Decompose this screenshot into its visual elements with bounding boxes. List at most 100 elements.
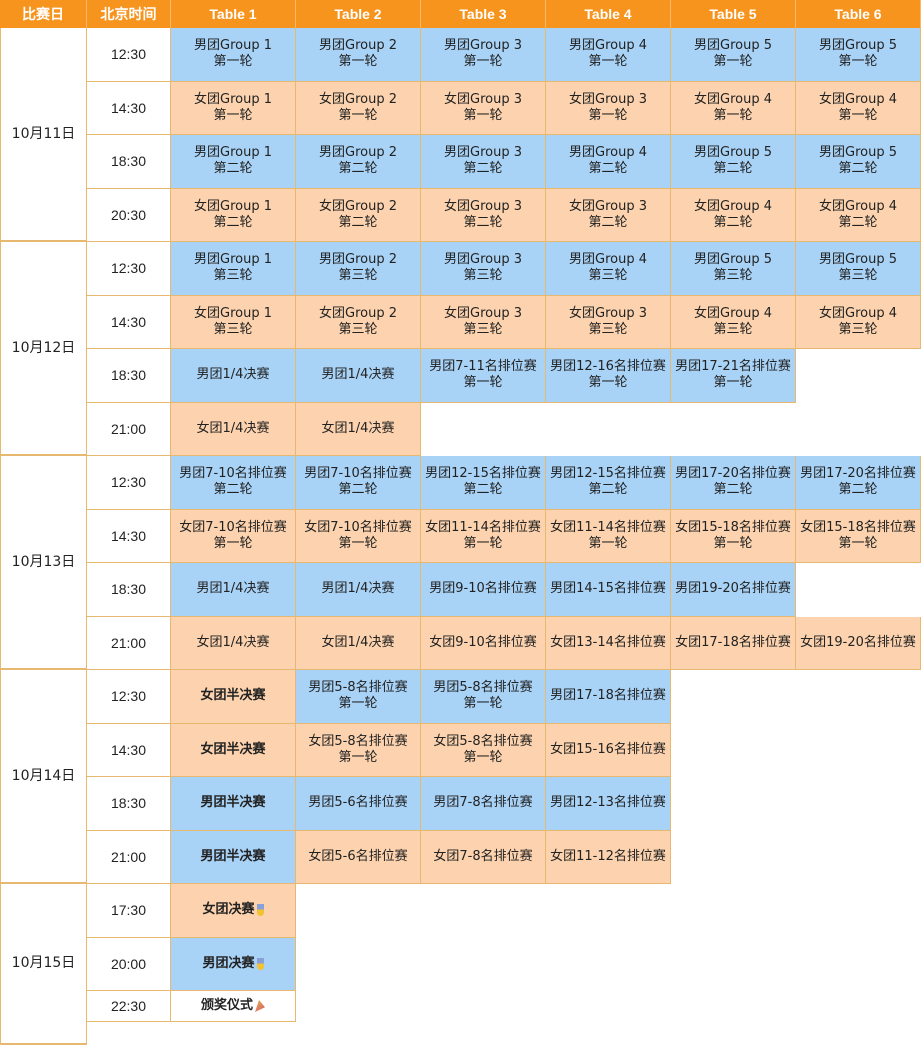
party-popper-icon [255, 1000, 265, 1012]
column-header: Table 3 [421, 0, 546, 28]
column-header: 北京时间 [87, 0, 171, 28]
empty-cell [546, 937, 671, 991]
match-cell: 女团Group 4 第三轮 [796, 295, 921, 349]
match-label: 男团Group 4 第一轮 [569, 38, 647, 70]
match-cell: 女团7-8名排位赛 [421, 830, 546, 884]
match-label: 男团1/4决赛 [321, 367, 395, 383]
match-label: 男团Group 2 第三轮 [319, 252, 397, 284]
match-cell: 女团1/4决赛 [171, 616, 296, 670]
match-cell: 女团Group 4 第二轮 [796, 188, 921, 242]
match-label: 男团决赛 [202, 955, 255, 971]
empty-cell [421, 402, 546, 456]
match-cell: 女团Group 3 第一轮 [421, 81, 546, 135]
match-label: 男团Group 5 第三轮 [819, 252, 897, 284]
empty-cell [796, 937, 921, 991]
match-label: 女团11-14名排位赛 第一轮 [550, 519, 666, 551]
match-cell: 女团半决赛 [171, 670, 296, 724]
match-cell: 男团12-15名排位赛 第二轮 [546, 456, 671, 510]
match-date: 10月15日 [0, 884, 87, 1045]
time-slot: 12:30 [87, 670, 171, 724]
time-slot: 12:30 [87, 456, 171, 510]
match-label: 女团Group 3 第三轮 [569, 305, 647, 337]
match-cell: 男团17-20名排位赛 第二轮 [671, 456, 796, 510]
match-cell: 男团5-8名排位赛 第一轮 [421, 670, 546, 724]
match-label: 女团Group 4 第一轮 [694, 91, 772, 123]
match-cell: 女团Group 3 第三轮 [421, 295, 546, 349]
match-label: 男团14-15名排位赛 [550, 581, 666, 597]
match-label: 男团Group 5 第二轮 [694, 145, 772, 177]
match-label: 男团Group 4 第二轮 [569, 145, 647, 177]
match-label: 女团Group 1 第二轮 [194, 198, 272, 230]
empty-cell [796, 563, 921, 617]
match-label: 男团7-11名排位赛 第一轮 [429, 359, 537, 391]
match-cell: 男团Group 5 第三轮 [671, 242, 796, 296]
match-cell: 女团Group 3 第二轮 [421, 188, 546, 242]
time-slot: 20:00 [87, 937, 171, 991]
match-label: 男团5-6名排位赛 [308, 795, 408, 811]
match-cell: 男团Group 5 第一轮 [671, 28, 796, 82]
time-slot: 14:30 [87, 723, 171, 777]
match-cell: 男团1/4决赛 [296, 349, 421, 403]
match-cell: 女团5-8名排位赛 第一轮 [421, 723, 546, 777]
match-cell: 男团1/4决赛 [296, 563, 421, 617]
match-cell: 男团Group 2 第三轮 [296, 242, 421, 296]
time-slot: 20:30 [87, 188, 171, 242]
match-label: 男团Group 3 第一轮 [444, 38, 522, 70]
match-cell: 颁奖仪式 [171, 991, 296, 1022]
match-cell: 女团半决赛 [171, 723, 296, 777]
match-label: 女团Group 3 第一轮 [569, 91, 647, 123]
match-cell: 女团13-14名排位赛 [546, 616, 671, 670]
match-label: 男团半决赛 [200, 795, 266, 811]
empty-cell [796, 830, 921, 884]
match-label: 女团Group 4 第二轮 [819, 198, 897, 230]
match-cell: 女团Group 3 第二轮 [546, 188, 671, 242]
match-cell: 女团1/4决赛 [296, 402, 421, 456]
match-label: 女团5-6名排位赛 [308, 848, 408, 864]
match-cell: 女团Group 2 第二轮 [296, 188, 421, 242]
match-cell: 男团12-13名排位赛 [546, 777, 671, 831]
match-cell: 女团Group 3 第一轮 [546, 81, 671, 135]
match-cell: 男团12-16名排位赛 第一轮 [546, 349, 671, 403]
match-cell: 女团Group 2 第一轮 [296, 81, 421, 135]
time-slot: 14:30 [87, 81, 171, 135]
match-label: 女团1/4决赛 [196, 634, 270, 650]
match-cell: 女团17-18名排位赛 [671, 616, 796, 670]
match-cell: 女团1/4决赛 [171, 402, 296, 456]
match-cell: 女团11-12名排位赛 [546, 830, 671, 884]
match-cell: 女团Group 4 第一轮 [671, 81, 796, 135]
empty-cell [796, 884, 921, 938]
time-slot: 14:30 [87, 509, 171, 563]
match-label: 女团Group 3 第一轮 [444, 91, 522, 123]
match-cell: 男团半决赛 [171, 777, 296, 831]
empty-cell [796, 670, 921, 724]
empty-cell [296, 937, 421, 991]
match-label: 女团11-14名排位赛 第一轮 [425, 519, 541, 551]
match-label: 男团Group 5 第一轮 [819, 38, 897, 70]
match-label: 女团Group 4 第二轮 [694, 198, 772, 230]
match-cell: 男团决赛 [171, 937, 296, 991]
match-label: 女团5-8名排位赛 第一轮 [433, 733, 533, 765]
empty-cell [546, 884, 671, 938]
match-cell: 男团17-21名排位赛 第一轮 [671, 349, 796, 403]
match-label: 男团Group 3 第二轮 [444, 145, 522, 177]
match-cell: 女团11-14名排位赛 第一轮 [421, 509, 546, 563]
match-label: 女团Group 4 第一轮 [819, 91, 897, 123]
match-label: 女团Group 2 第三轮 [319, 305, 397, 337]
match-label: 男团7-10名排位赛 第二轮 [304, 466, 412, 498]
empty-cell [796, 723, 921, 777]
column-header: Table 1 [171, 0, 296, 28]
match-cell: 女团7-10名排位赛 第一轮 [296, 509, 421, 563]
match-label: 女团半决赛 [200, 741, 266, 757]
match-cell: 女团9-10名排位赛 [421, 616, 546, 670]
match-cell: 男团7-11名排位赛 第一轮 [421, 349, 546, 403]
time-slot: 17:30 [87, 884, 171, 938]
match-label: 男团7-10名排位赛 第二轮 [179, 466, 287, 498]
match-label: 女团Group 3 第三轮 [444, 305, 522, 337]
match-cell: 女团Group 3 第三轮 [546, 295, 671, 349]
match-label: 男团1/4决赛 [196, 581, 270, 597]
match-label: 男团Group 5 第一轮 [694, 38, 772, 70]
match-cell: 男团12-15名排位赛 第二轮 [421, 456, 546, 510]
match-label: 女团1/4决赛 [196, 420, 270, 436]
match-cell: 女团决赛 [171, 884, 296, 938]
